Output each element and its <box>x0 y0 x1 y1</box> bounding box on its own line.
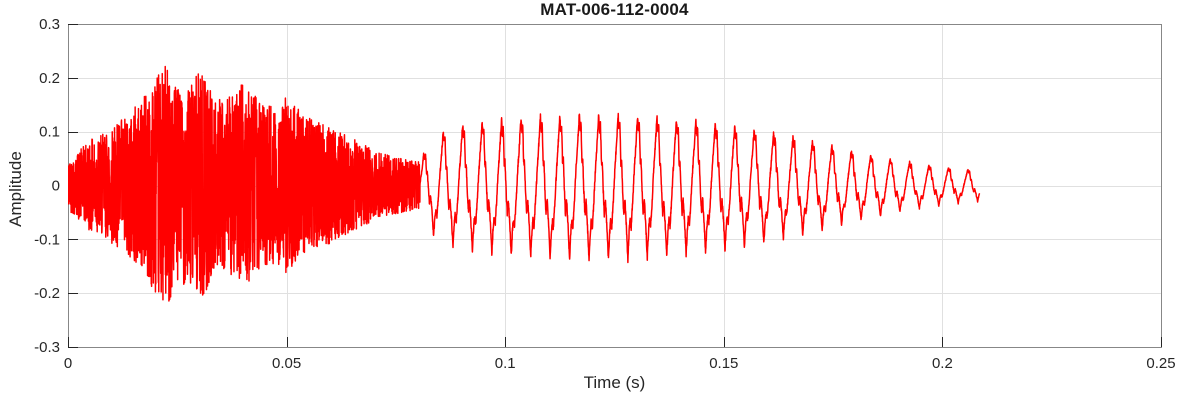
y-tick-label: 0 <box>52 178 60 195</box>
x-tick-label: 0.05 <box>272 355 301 372</box>
y-tick-label: 0.2 <box>39 70 60 87</box>
y-tick-label: -0.1 <box>34 231 60 248</box>
x-tick-label: 0.1 <box>495 355 516 372</box>
chart-title: MAT-006-112-0004 <box>540 0 689 19</box>
y-tick-label: 0.1 <box>39 124 60 141</box>
x-tick-label: 0.15 <box>709 355 738 372</box>
waveform-path <box>68 65 981 302</box>
x-axis-label: Time (s) <box>583 373 646 392</box>
x-tick-label: 0.25 <box>1146 355 1175 372</box>
y-tick-label: -0.2 <box>34 285 60 302</box>
y-tick-label: 0.3 <box>39 16 60 33</box>
x-tick-label: 0 <box>64 355 72 372</box>
x-tick-label: 0.2 <box>932 355 953 372</box>
y-tick-label: -0.3 <box>34 339 60 356</box>
